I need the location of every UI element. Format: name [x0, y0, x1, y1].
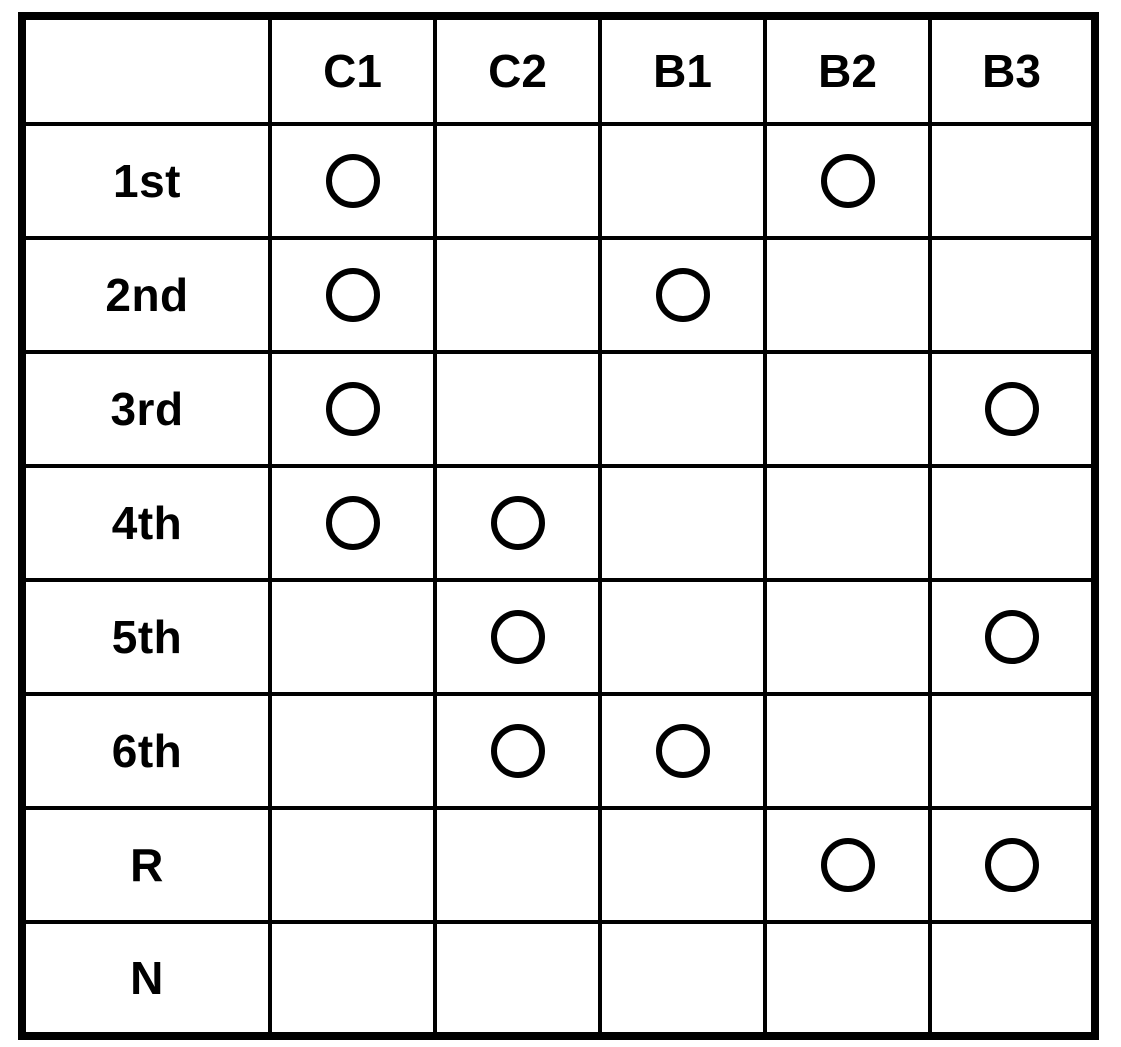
row-header: 1st	[22, 124, 270, 238]
column-header: B3	[930, 16, 1095, 124]
circle-mark-icon	[491, 610, 545, 664]
circle-mark-icon	[985, 382, 1039, 436]
table-cell	[600, 124, 765, 238]
table-cell	[765, 352, 930, 466]
circle-mark-icon	[326, 496, 380, 550]
row-header-label: 5th	[112, 611, 183, 663]
row-header-label: R	[130, 839, 164, 891]
row-header: 2nd	[22, 238, 270, 352]
row-header: N	[22, 922, 270, 1036]
table-cell	[270, 124, 435, 238]
circle-mark-icon	[326, 154, 380, 208]
row-header-label: N	[130, 952, 164, 1004]
header-empty-cell	[22, 16, 270, 124]
page: C1 C2 B1 B2 B3 1st 2nd 3rd 4th 5th 6th R N	[0, 0, 1121, 1047]
table-cell	[270, 580, 435, 694]
circle-mark-icon	[985, 838, 1039, 892]
table-cell	[765, 124, 930, 238]
circle-mark-icon	[491, 496, 545, 550]
row-header-label: 4th	[112, 497, 183, 549]
table-cell	[600, 466, 765, 580]
table-cell	[435, 922, 600, 1036]
column-header-label: B1	[653, 45, 712, 97]
column-header: C2	[435, 16, 600, 124]
table-cell	[435, 466, 600, 580]
table-cell	[930, 694, 1095, 808]
column-header-label: C2	[488, 45, 547, 97]
column-header-label: B2	[818, 45, 877, 97]
row-header: 5th	[22, 580, 270, 694]
table-cell	[435, 238, 600, 352]
table-cell	[435, 808, 600, 922]
row-header: 3rd	[22, 352, 270, 466]
row-header-label: 2nd	[105, 269, 188, 321]
column-header: B2	[765, 16, 930, 124]
circle-mark-icon	[491, 724, 545, 778]
table-cell	[930, 922, 1095, 1036]
table-cell	[600, 352, 765, 466]
table-cell	[765, 922, 930, 1036]
engagement-table: C1 C2 B1 B2 B3 1st 2nd 3rd 4th 5th 6th R N	[18, 12, 1099, 1040]
circle-mark-icon	[656, 724, 710, 778]
table-cell	[270, 922, 435, 1036]
table-cell	[270, 808, 435, 922]
table-cell	[600, 922, 765, 1036]
circle-mark-icon	[326, 268, 380, 322]
table-cell	[765, 466, 930, 580]
row-header: 6th	[22, 694, 270, 808]
circle-mark-icon	[985, 610, 1039, 664]
circle-mark-icon	[326, 382, 380, 436]
table-cell	[765, 694, 930, 808]
table-cell	[765, 580, 930, 694]
table-cell	[600, 580, 765, 694]
table-cell	[270, 694, 435, 808]
table-cell	[765, 808, 930, 922]
table-cell	[435, 352, 600, 466]
row-header: 4th	[22, 466, 270, 580]
table-cell	[930, 352, 1095, 466]
table-cell	[600, 694, 765, 808]
table-cell	[270, 238, 435, 352]
column-header-label: B3	[982, 45, 1041, 97]
table-cell	[435, 694, 600, 808]
row-header: R	[22, 808, 270, 922]
column-header: B1	[600, 16, 765, 124]
table-cell	[270, 352, 435, 466]
table-cell	[930, 238, 1095, 352]
table-cell	[930, 124, 1095, 238]
table-cell	[930, 466, 1095, 580]
row-header-label: 3rd	[110, 383, 183, 435]
table-cell	[435, 124, 600, 238]
table-cell	[600, 238, 765, 352]
table-cell	[600, 808, 765, 922]
row-header-label: 6th	[112, 725, 183, 777]
table-cell	[930, 580, 1095, 694]
table-cell	[765, 238, 930, 352]
column-header: C1	[270, 16, 435, 124]
circle-mark-icon	[821, 838, 875, 892]
row-header-label: 1st	[113, 155, 181, 207]
table-cell	[930, 808, 1095, 922]
table-cell	[435, 580, 600, 694]
column-header-label: C1	[323, 45, 382, 97]
circle-mark-icon	[821, 154, 875, 208]
circle-mark-icon	[656, 268, 710, 322]
table-cell	[270, 466, 435, 580]
